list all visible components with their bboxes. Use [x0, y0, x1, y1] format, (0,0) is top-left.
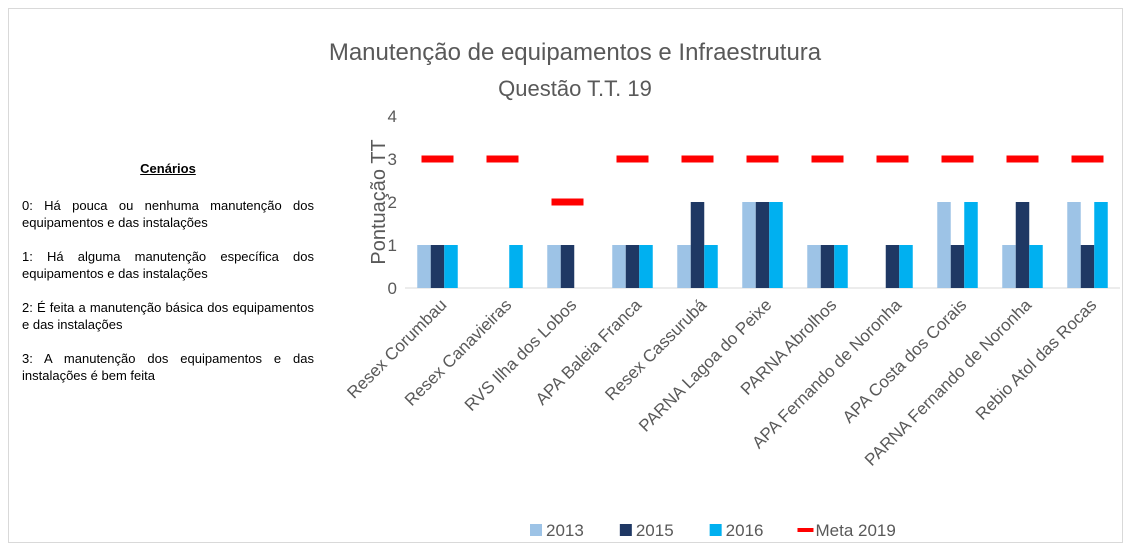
scenario: 1: Há alguma manutenção específica dos e…: [22, 249, 314, 281]
bar: [937, 202, 951, 288]
legend-label: Meta 2019: [815, 521, 895, 540]
bar: [560, 245, 575, 288]
bar: [1029, 245, 1043, 288]
scenario: 2: É feita a manutenção básica dos equip…: [22, 300, 314, 332]
x-tick-label: APA Costa dos Corais: [839, 295, 970, 426]
bar: [1067, 202, 1081, 288]
legend-swatch: [619, 524, 632, 536]
bar: [690, 202, 705, 288]
x-tick-label: RVS Ilha dos Lobos: [461, 295, 580, 414]
legend-label: 2013: [546, 521, 584, 540]
bar: [834, 245, 848, 288]
legend-swatch: [709, 524, 722, 536]
y-tick-label: 1: [388, 236, 397, 255]
bar: [1002, 245, 1016, 288]
bar: [964, 202, 978, 288]
scenario: 3: A manutenção dos equipamentos e das i…: [22, 351, 314, 383]
sidebar: Cenários 0: Há pouca ou nenhuma manutenç…: [22, 160, 314, 401]
y-tick-label: 2: [388, 193, 397, 212]
bar: [1080, 245, 1095, 288]
bar: [509, 245, 523, 288]
bar: [417, 245, 431, 288]
bar: [885, 245, 900, 288]
y-tick-label: 4: [388, 107, 397, 126]
bar: [704, 245, 718, 288]
scenario: 0: Há pouca ou nenhuma manutenção dos eq…: [22, 198, 314, 230]
bar: [742, 202, 756, 288]
chart-subtitle: Questão T.T. 19: [498, 76, 652, 101]
legend-label: 2016: [726, 521, 764, 540]
bar: [1015, 202, 1030, 288]
x-tick-label: Resex Canavieiras: [401, 295, 515, 409]
bar: [444, 245, 458, 288]
bar: [820, 245, 835, 288]
bar: [950, 245, 965, 288]
bar: [430, 245, 445, 288]
frame: [8, 8, 1123, 543]
sidebar-heading: Cenários: [140, 161, 196, 176]
legend-label: 2015: [636, 521, 674, 540]
bar: [899, 245, 913, 288]
x-tick-label: Rebio Atol das Rocas: [972, 295, 1100, 423]
bar: [625, 245, 640, 288]
legend-swatch: [530, 524, 542, 536]
x-tick-label: PARNA Lagoa do Peixe: [635, 295, 775, 435]
bar: [612, 245, 626, 288]
y-tick-label: 0: [388, 279, 397, 298]
bar: [769, 202, 783, 288]
y-tick-label: 3: [388, 150, 397, 169]
chart-title: Manutenção de equipamentos e Infraestrut…: [329, 39, 822, 66]
bar: [1094, 202, 1108, 288]
bar: [755, 202, 770, 288]
bar: [639, 245, 653, 288]
bar: [677, 245, 691, 288]
y-axis-label: Pontuação TT: [368, 139, 390, 264]
bar: [807, 245, 821, 288]
bar: [547, 245, 561, 288]
